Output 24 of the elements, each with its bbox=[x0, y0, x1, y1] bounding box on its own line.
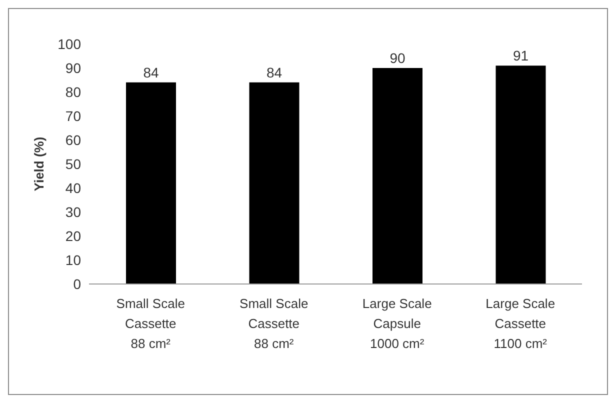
y-tick-label: 20 bbox=[65, 228, 82, 244]
y-tick-label: 10 bbox=[65, 252, 82, 268]
bar bbox=[372, 68, 422, 284]
x-tick-label: Small Scale Cassette 88 cm² bbox=[240, 296, 308, 351]
data-label: 84 bbox=[143, 64, 159, 80]
y-tick-label: 30 bbox=[65, 204, 82, 220]
x-tick-label: Large Scale Capsule 1000 cm² bbox=[362, 296, 432, 351]
data-label: 90 bbox=[390, 50, 406, 66]
y-tick-label: 90 bbox=[65, 60, 82, 76]
bar bbox=[126, 82, 176, 284]
y-tick-label: 40 bbox=[65, 180, 82, 196]
data-label: 84 bbox=[266, 64, 282, 80]
bar bbox=[496, 66, 546, 284]
y-axis-title: Yield (%) bbox=[32, 136, 47, 192]
data-label: 91 bbox=[512, 48, 529, 64]
x-tick-label: Small Scale Cassette 88 cm² bbox=[116, 296, 185, 351]
y-tick-label: 50 bbox=[65, 156, 82, 172]
y-tick-label: 70 bbox=[65, 108, 82, 124]
y-tick-label: 60 bbox=[65, 132, 82, 148]
y-tick-label: 80 bbox=[65, 84, 82, 100]
x-tick-label: Large Scale Cassette 1100 cm² bbox=[486, 296, 556, 351]
y-tick-label: 0 bbox=[73, 276, 82, 292]
bar bbox=[249, 82, 300, 284]
y-tick-label: 100 bbox=[58, 36, 82, 52]
